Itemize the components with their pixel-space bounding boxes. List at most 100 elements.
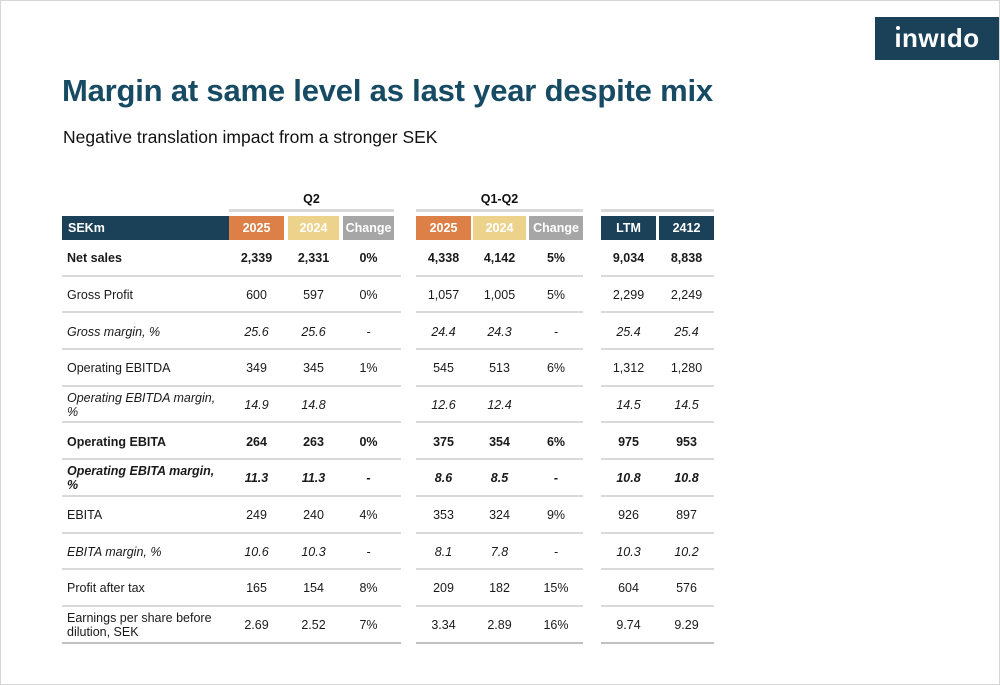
- cell-q1q2-2024: 24.3: [487, 324, 512, 339]
- row-separator: [62, 458, 401, 461]
- cell-2412: 10.2: [674, 544, 699, 559]
- cell-2412: 2,249: [670, 287, 703, 302]
- cell-q1q2-change: 6%: [546, 434, 566, 449]
- cell-q2-2024: 263: [303, 434, 324, 449]
- row-label: Operating EBITDA margin, %: [67, 390, 216, 420]
- underline-ltm: [601, 209, 714, 212]
- row-separator: [416, 458, 583, 461]
- row-separator: [62, 568, 401, 571]
- table-row: Earnings per share before dilution, SEK 2…: [62, 607, 714, 644]
- row-separator: [416, 311, 583, 314]
- row-separator: [601, 641, 714, 644]
- underline-q1q2: [416, 209, 583, 212]
- row-label: Net sales: [67, 251, 122, 266]
- cell-q2-change: 7%: [359, 618, 378, 633]
- cell-q1q2-change: 15%: [543, 581, 569, 596]
- cell-ltm: 9.74: [616, 618, 641, 633]
- logo-dot-icon: [896, 26, 900, 30]
- row-separator: [62, 641, 401, 644]
- row-label: Gross Profit: [67, 287, 133, 302]
- cell-q2-2025: 11.3: [244, 471, 269, 486]
- logo-text: ınwıdo: [894, 22, 980, 53]
- cell-ltm: 9,034: [612, 251, 645, 266]
- table-row: Net sales 2,339 2,331 0% 4,338 4,142 5% 9,034 8,…: [62, 240, 714, 277]
- cell-q1q2-2024: 182: [489, 581, 510, 596]
- cell-q1q2-2025: 545: [433, 361, 454, 376]
- row-separator: [416, 604, 583, 607]
- cell-q2-2024: 25.6: [301, 324, 326, 339]
- cell-q1q2-2024: 7.8: [490, 544, 509, 559]
- cell-q2-2024: 597: [303, 287, 324, 302]
- row-separator: [601, 531, 714, 534]
- cell-q2-2024: 345: [303, 361, 324, 376]
- row-separator: [416, 348, 583, 351]
- row-separator: [601, 568, 714, 571]
- row-separator: [601, 384, 714, 387]
- cell-q2-2025: 165: [246, 581, 267, 596]
- row-separator: [62, 421, 401, 424]
- cell-ltm: 14.5: [616, 397, 641, 412]
- cell-ltm: 25.4: [616, 324, 641, 339]
- header-q2-change: Change: [343, 216, 394, 240]
- cell-q2-change: 8%: [359, 581, 378, 596]
- cell-q1q2-2025: 4,338: [427, 251, 460, 266]
- row-separator: [601, 274, 714, 277]
- row-separator: [62, 604, 401, 607]
- header-sekm: SEKm: [62, 216, 229, 240]
- cell-q2-2025: 25.6: [244, 324, 269, 339]
- row-separator: [62, 494, 401, 497]
- cell-q1q2-change: 5%: [546, 251, 566, 266]
- cell-q1q2-change: -: [553, 324, 559, 339]
- page-subtitle: Negative translation impact from a stron…: [63, 127, 438, 147]
- cell-q1q2-2024: 354: [489, 434, 510, 449]
- row-label: EBITA margin, %: [67, 544, 162, 559]
- table-row: Operating EBITDA 349 345 1% 545 513 6% 1,312 1,2…: [62, 350, 714, 387]
- row-label: Earnings per share before dilution, SEK: [67, 610, 212, 640]
- cell-q1q2-2025: 8.6: [434, 471, 453, 486]
- cell-2412: 14.5: [674, 397, 699, 412]
- cell-q2-change: 0%: [359, 434, 378, 449]
- cell-q2-2025: 10.6: [244, 544, 269, 559]
- table-row: Operating EBITA margin, % 11.3 11.3 - 8.6 8.5…: [62, 460, 714, 497]
- table-row: Gross margin, % 25.6 25.6 - 24.4 24.3 - 25.4 25.…: [62, 313, 714, 351]
- cell-q2-2024: 154: [303, 581, 324, 596]
- header-q2-2025: 2025: [229, 216, 284, 240]
- cell-q2-change: -: [366, 471, 371, 486]
- group-label-q2: Q2: [303, 192, 320, 206]
- cell-q2-2025: 600: [246, 287, 267, 302]
- row-label: Operating EBITA: [67, 434, 167, 449]
- cell-2412: 897: [676, 507, 697, 522]
- cell-q1q2-2024: 1,005: [483, 287, 516, 302]
- cell-q2-change: 0%: [359, 251, 378, 266]
- cell-2412: 9.29: [674, 618, 699, 633]
- table-row: Profit after tax 165 154 8% 209 182 15% 604 576: [62, 570, 714, 607]
- cell-q2-2024: 10.3: [301, 544, 326, 559]
- cell-q2-change: 0%: [359, 287, 378, 302]
- row-separator: [416, 568, 583, 571]
- cell-q2-change: -: [366, 544, 371, 559]
- table-row: Gross Profit 600 597 0% 1,057 1,005 5% 2,299 2,2…: [62, 277, 714, 314]
- cell-q2-2025: 2,339: [240, 251, 273, 266]
- row-label: Operating EBITA margin, %: [67, 464, 215, 493]
- cell-q1q2-2024: 324: [489, 507, 510, 522]
- row-separator: [416, 494, 583, 497]
- row-separator: [416, 641, 583, 644]
- row-label: Gross margin, %: [67, 324, 161, 339]
- cell-q1q2-2024: 12.4: [487, 397, 512, 412]
- cell-ltm: 926: [618, 507, 639, 522]
- row-separator: [416, 384, 583, 387]
- cell-ltm: 975: [618, 434, 639, 449]
- cell-ltm: 10.8: [616, 471, 641, 486]
- cell-q1q2-2025: 3.34: [431, 618, 456, 633]
- cell-q2-2025: 349: [246, 361, 267, 376]
- cell-ltm: 2,299: [612, 287, 645, 302]
- row-separator: [416, 531, 583, 534]
- row-separator: [62, 531, 401, 534]
- row-separator: [601, 604, 714, 607]
- cell-2412: 10.8: [674, 471, 699, 486]
- page-title: Margin at same level as last year despit…: [62, 73, 713, 108]
- cell-q2-change: -: [366, 324, 371, 339]
- header-ltm: LTM: [601, 216, 656, 240]
- header-2412: 2412: [659, 216, 714, 240]
